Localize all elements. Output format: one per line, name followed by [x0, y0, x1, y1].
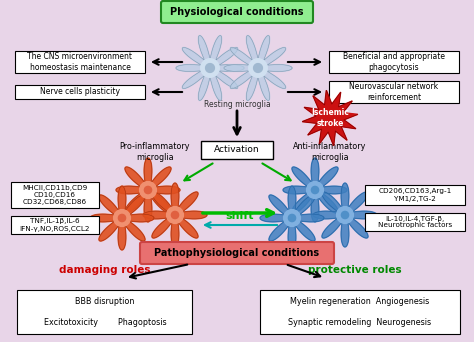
Circle shape	[172, 211, 179, 219]
Circle shape	[140, 182, 156, 198]
Polygon shape	[302, 90, 358, 146]
Text: shift: shift	[226, 211, 254, 221]
Text: CD206,CD163,Arg-1
YM1/2,TG-2: CD206,CD163,Arg-1 YM1/2,TG-2	[378, 188, 452, 201]
Text: Anti-inflammatory
microglia: Anti-inflammatory microglia	[293, 142, 367, 162]
Text: The CNS microenvironment
homeostasis maintenance: The CNS microenvironment homeostasis mai…	[27, 52, 133, 72]
Polygon shape	[176, 36, 244, 101]
Circle shape	[311, 186, 319, 194]
Circle shape	[249, 59, 267, 77]
Text: protective roles: protective roles	[308, 265, 402, 275]
Polygon shape	[224, 36, 292, 101]
Text: Resting microglia: Resting microglia	[204, 100, 270, 109]
Polygon shape	[283, 158, 347, 222]
Text: Nerve cells plasticity: Nerve cells plasticity	[40, 88, 120, 96]
Text: Beneficial and appropriate
phagocytosis: Beneficial and appropriate phagocytosis	[343, 52, 445, 72]
Circle shape	[145, 186, 152, 194]
Circle shape	[201, 59, 219, 77]
FancyBboxPatch shape	[15, 51, 145, 73]
Text: TNF,IL-1β,IL-6
IFN-γ,NO,ROS,CCL2: TNF,IL-1β,IL-6 IFN-γ,NO,ROS,CCL2	[20, 219, 90, 232]
FancyBboxPatch shape	[161, 1, 313, 23]
FancyBboxPatch shape	[365, 185, 465, 205]
Text: Physiological conditions: Physiological conditions	[170, 7, 304, 17]
Text: BBB disruption

Excitotoxicity        Phagoptosis: BBB disruption Excitotoxicity Phagoptosi…	[44, 297, 166, 327]
FancyBboxPatch shape	[365, 213, 465, 231]
Text: Myelin regeneration  Angiogenesis

Synaptic remodeling  Neurogenesis: Myelin regeneration Angiogenesis Synapti…	[289, 297, 431, 327]
Text: MHCII,CD11b,CD9
CD10,CD16
CD32,CD68,CD86: MHCII,CD11b,CD9 CD10,CD16 CD32,CD68,CD86	[22, 185, 88, 205]
FancyBboxPatch shape	[18, 290, 192, 334]
Text: Ischemic
stroke: Ischemic stroke	[311, 108, 349, 128]
Circle shape	[307, 182, 323, 198]
Text: Pathophysiological conditions: Pathophysiological conditions	[155, 248, 319, 258]
FancyBboxPatch shape	[329, 51, 459, 73]
Polygon shape	[116, 158, 180, 222]
Circle shape	[166, 207, 183, 223]
Text: Pro-inflammatory
microglia: Pro-inflammatory microglia	[120, 142, 190, 162]
Polygon shape	[313, 183, 377, 247]
Polygon shape	[143, 183, 207, 247]
Circle shape	[288, 214, 296, 222]
Text: Neurovascular network
reinforcement: Neurovascular network reinforcement	[349, 82, 438, 102]
Circle shape	[114, 210, 130, 226]
Text: damaging roles: damaging roles	[59, 265, 151, 275]
Circle shape	[341, 211, 348, 219]
Circle shape	[118, 214, 126, 222]
Text: Activation: Activation	[214, 145, 260, 155]
FancyBboxPatch shape	[329, 81, 459, 103]
FancyBboxPatch shape	[11, 216, 99, 234]
FancyBboxPatch shape	[15, 85, 145, 99]
Circle shape	[254, 64, 263, 73]
Circle shape	[283, 210, 301, 226]
Circle shape	[206, 64, 214, 73]
FancyBboxPatch shape	[140, 242, 334, 264]
FancyBboxPatch shape	[11, 182, 99, 208]
FancyBboxPatch shape	[260, 290, 460, 334]
FancyBboxPatch shape	[201, 141, 273, 159]
Text: IL-10,IL-4,TGF-β,
Neurotrophic factors: IL-10,IL-4,TGF-β, Neurotrophic factors	[378, 215, 452, 228]
Polygon shape	[260, 186, 324, 250]
Polygon shape	[90, 186, 154, 250]
Circle shape	[337, 207, 354, 223]
